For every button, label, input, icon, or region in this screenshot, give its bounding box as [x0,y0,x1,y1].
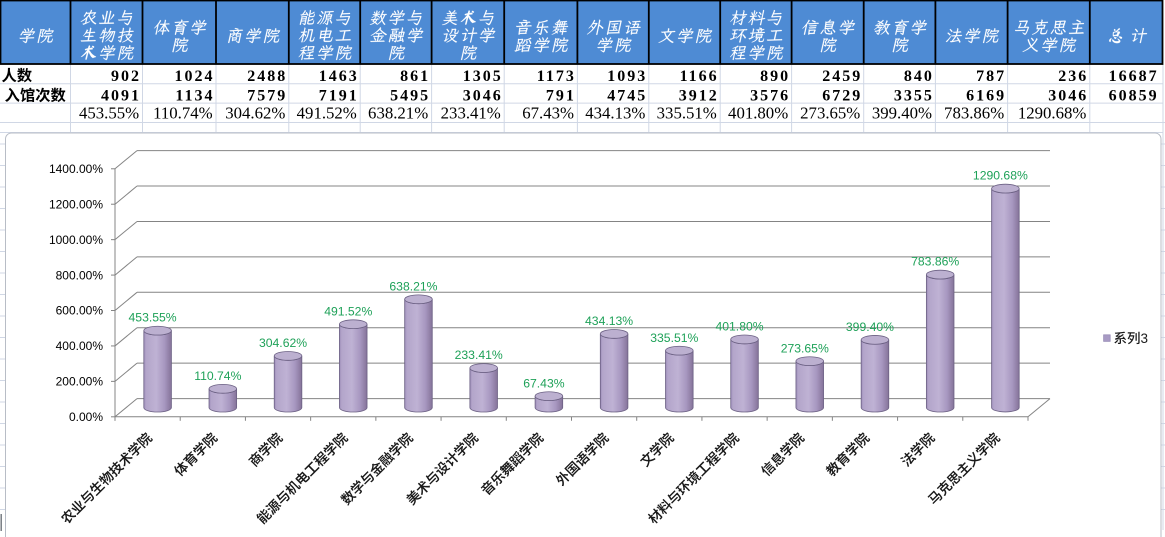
svg-text:2459: 2459 [822,68,862,85]
svg-text:401.80%: 401.80% [728,104,788,123]
svg-text:233.41%: 233.41% [455,348,503,362]
svg-text:1290.68%: 1290.68% [1018,104,1087,123]
svg-text:304.62%: 304.62% [225,104,285,123]
svg-text:0.00%: 0.00% [69,410,103,424]
svg-text:638.21%: 638.21% [389,279,437,293]
svg-text:600.00%: 600.00% [56,304,104,318]
svg-text:1290.68%: 1290.68% [973,169,1028,183]
svg-text:273.65%: 273.65% [800,104,860,123]
svg-text:16687: 16687 [1109,68,1159,85]
svg-text:110.74%: 110.74% [153,104,213,123]
svg-text:60859: 60859 [1109,87,1159,104]
svg-text:3912: 3912 [679,87,719,104]
svg-text:399.40%: 399.40% [872,104,932,123]
svg-text:800.00%: 800.00% [56,268,104,282]
svg-text:400.00%: 400.00% [56,339,104,353]
svg-text:4745: 4745 [607,87,647,104]
svg-text:1134: 1134 [175,87,214,104]
svg-text:401.80%: 401.80% [715,320,763,334]
svg-text:233.41%: 233.41% [441,104,501,123]
svg-text:902: 902 [111,68,141,85]
svg-text:6169: 6169 [966,87,1006,104]
svg-text:783.86%: 783.86% [911,255,959,269]
svg-text:67.43%: 67.43% [522,104,574,123]
svg-text:4091: 4091 [101,87,141,104]
svg-text:1463: 1463 [319,68,359,85]
svg-text:434.13%: 434.13% [585,104,645,123]
svg-text:1024: 1024 [175,68,215,85]
svg-text:1200.00%: 1200.00% [49,197,103,211]
svg-text:861: 861 [400,68,430,85]
svg-text:335.51%: 335.51% [650,331,698,345]
svg-text:890: 890 [760,68,790,85]
svg-text:783.86%: 783.86% [944,104,1004,123]
svg-text:273.65%: 273.65% [781,341,829,355]
svg-text:3355: 3355 [894,87,934,104]
svg-text:2488: 2488 [247,68,287,85]
svg-text:1166: 1166 [680,68,719,85]
svg-text:3046: 3046 [463,87,503,104]
svg-text:3: 3 [1141,331,1149,346]
svg-text:200.00%: 200.00% [56,375,104,389]
svg-text:491.52%: 491.52% [297,104,357,123]
svg-text:304.62%: 304.62% [259,336,307,350]
svg-text:1173: 1173 [537,68,576,85]
svg-text:1000.00%: 1000.00% [49,233,103,247]
svg-text:7579: 7579 [247,87,287,104]
svg-text:840: 840 [904,68,934,85]
svg-text:236: 236 [1058,68,1088,85]
svg-text:1093: 1093 [607,68,647,85]
svg-text:434.13%: 434.13% [585,314,633,328]
svg-text:3576: 3576 [750,87,790,104]
svg-text:491.52%: 491.52% [324,304,372,318]
svg-text:787: 787 [976,68,1006,85]
svg-text:7191: 7191 [319,87,359,104]
svg-text:5495: 5495 [390,87,430,104]
svg-text:6729: 6729 [822,87,862,104]
svg-text:110.74%: 110.74% [194,369,241,383]
svg-text:1305: 1305 [463,68,503,85]
svg-text:67.43%: 67.43% [523,376,564,390]
svg-text:638.21%: 638.21% [368,104,428,123]
svg-text:3046: 3046 [1048,87,1088,104]
svg-text:1400.00%: 1400.00% [49,162,103,176]
svg-text:453.55%: 453.55% [79,104,139,123]
svg-text:791: 791 [546,87,576,104]
svg-text:335.51%: 335.51% [657,104,717,123]
svg-text:453.55%: 453.55% [129,311,177,325]
svg-text:399.40%: 399.40% [846,320,894,334]
